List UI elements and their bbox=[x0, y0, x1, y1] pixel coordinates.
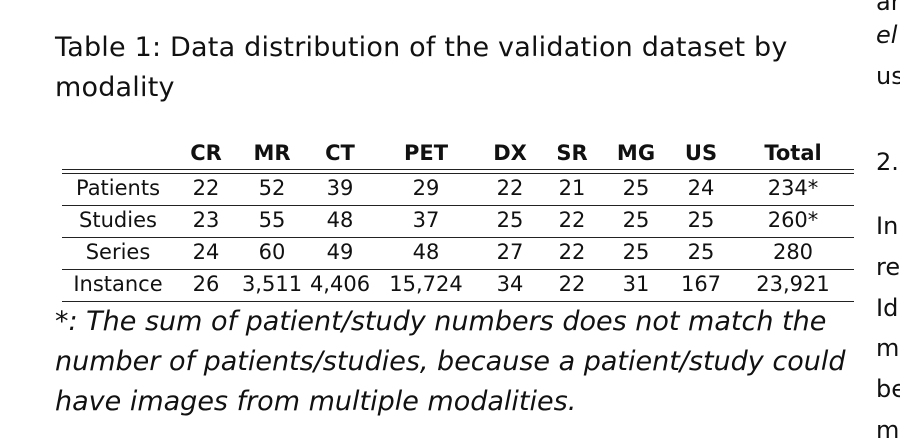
table-cell-total: 260* bbox=[767, 208, 819, 232]
table-cell: 22 bbox=[496, 176, 524, 200]
row-label: Studies bbox=[79, 208, 157, 232]
table-cell: 48 bbox=[412, 240, 440, 264]
table-caption: Table 1: Data distribution of the valida… bbox=[55, 28, 855, 108]
table-footnote: *: The sum of patient/study numbers does… bbox=[55, 302, 855, 422]
table-cell: 52 bbox=[258, 176, 286, 200]
fragment-text: m bbox=[876, 334, 900, 362]
table-cell: 3,511 bbox=[241, 272, 303, 296]
footnote-line-1: *: The sum of patient/study numbers does… bbox=[55, 306, 827, 337]
caption-line-1: Table 1: Data distribution of the valida… bbox=[55, 32, 788, 63]
header-cell-mr: MR bbox=[253, 141, 291, 165]
table-cell: 24 bbox=[687, 176, 715, 200]
table-cell: 22 bbox=[558, 208, 586, 232]
header-double-rule-top bbox=[62, 169, 854, 170]
table-cell-total: 23,921 bbox=[756, 272, 830, 296]
table-cell: 25 bbox=[496, 208, 524, 232]
table-cell: 55 bbox=[258, 208, 286, 232]
table-cell: 21 bbox=[558, 176, 586, 200]
table-cell: 4,406 bbox=[309, 272, 371, 296]
table-cell: 25 bbox=[687, 208, 715, 232]
header-cell-us: US bbox=[684, 141, 718, 165]
header-double-rule-bottom bbox=[62, 173, 854, 174]
header-cell-mg: MG bbox=[616, 141, 656, 165]
table-row: Series 24 60 49 48 27 22 25 25 280 bbox=[62, 237, 854, 267]
table-cell: 167 bbox=[680, 272, 722, 296]
table-cell-total: 280 bbox=[772, 240, 814, 264]
fragment-text: ar bbox=[876, 0, 900, 16]
header-cell-ct: CT bbox=[325, 141, 355, 165]
table-cell: 34 bbox=[496, 272, 524, 296]
fragment-text: re bbox=[876, 253, 900, 281]
row-label: Instance bbox=[73, 272, 163, 296]
fragment-text: el bbox=[876, 21, 898, 49]
caption-line-2: modality bbox=[55, 72, 175, 103]
header-cell-dx: DX bbox=[493, 141, 527, 165]
table-cell: 37 bbox=[412, 208, 440, 232]
table-cell: 25 bbox=[622, 208, 650, 232]
row-divider bbox=[62, 205, 854, 206]
table-cell: 48 bbox=[326, 208, 354, 232]
row-divider bbox=[62, 269, 854, 270]
table-cell: 27 bbox=[496, 240, 524, 264]
table-row: Instance 26 3,511 4,406 15,724 34 22 31 … bbox=[62, 269, 854, 299]
row-divider bbox=[62, 237, 854, 238]
table-cell: 15,724 bbox=[389, 272, 463, 296]
table-cell: 60 bbox=[258, 240, 286, 264]
table-cell: 29 bbox=[412, 176, 440, 200]
table-cell: 25 bbox=[622, 176, 650, 200]
adjacent-column-fragment: ar el us 2. In re Id m be m bbox=[876, 0, 900, 444]
fragment-text: us bbox=[876, 62, 900, 90]
table-row: Patients 22 52 39 29 22 21 25 24 234* bbox=[62, 173, 854, 203]
table-header-row: CR MR CT PET DX SR MG US Total bbox=[62, 138, 854, 168]
table-cell: 39 bbox=[326, 176, 354, 200]
table-cell: 22 bbox=[558, 272, 586, 296]
table-cell: 25 bbox=[687, 240, 715, 264]
fragment-text: be bbox=[876, 375, 900, 403]
footnote-line-3: have images from multiple modalities. bbox=[55, 386, 577, 417]
fragment-text: 2. bbox=[876, 148, 899, 176]
header-cell-sr: SR bbox=[556, 141, 588, 165]
footnote-line-2: number of patients/studies, because a pa… bbox=[55, 346, 846, 377]
table-bottom-rule bbox=[62, 301, 854, 302]
fragment-text: In bbox=[876, 212, 899, 240]
table-cell-total: 234* bbox=[767, 176, 819, 200]
table-row: Studies 23 55 48 37 25 22 25 25 260* bbox=[62, 205, 854, 235]
table-cell: 31 bbox=[622, 272, 650, 296]
header-cell-blank bbox=[62, 138, 174, 168]
row-label: Patients bbox=[75, 176, 161, 200]
header-cell-pet: PET bbox=[403, 141, 449, 165]
table-cell: 23 bbox=[192, 208, 220, 232]
fragment-text: m bbox=[876, 416, 900, 444]
table-cell: 24 bbox=[192, 240, 220, 264]
header-cell-total: Total bbox=[764, 141, 822, 165]
fragment-text: Id bbox=[876, 294, 899, 322]
table-cell: 25 bbox=[622, 240, 650, 264]
table-cell: 26 bbox=[192, 272, 220, 296]
table-cell: 49 bbox=[326, 240, 354, 264]
row-label: Series bbox=[85, 240, 151, 264]
table-cell: 22 bbox=[558, 240, 586, 264]
table-cell: 22 bbox=[192, 176, 220, 200]
header-cell-cr: CR bbox=[190, 141, 222, 165]
